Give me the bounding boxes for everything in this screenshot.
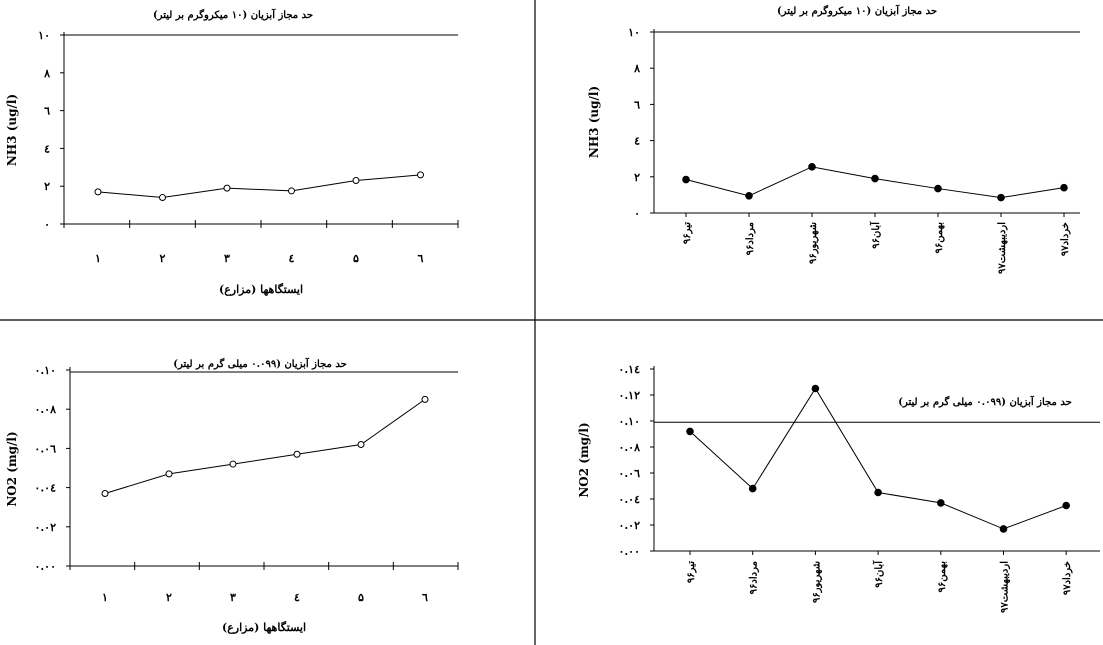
data-point [811,384,820,393]
y-tick-label: ۱۰ [628,26,640,39]
y-tick-label: ۰.۱۰ [618,415,640,428]
data-point [229,460,237,468]
data-point [293,450,301,458]
y-tick-label: ۲ [634,171,640,184]
data-point [421,395,429,403]
y-tick-label: ۰ [44,218,50,231]
x-tick-label: مرداد۹۶ [749,561,760,594]
x-tick-label: بهمن۹۶ [934,222,945,254]
y-tick-label: ٤ [634,135,640,148]
limit-line-label: حد مجاز آبزیان (۱۰ میکروگرم بر لیتر) [777,4,937,17]
data-point [999,525,1008,533]
x-tick-label: ٤ [294,591,300,604]
data-point [288,187,295,195]
series-line [689,387,1067,530]
x-tick-label: ٦ [418,252,424,265]
data-point [357,440,365,448]
x-tick-label: شهریور۹۶ [811,561,822,603]
data-point [1062,501,1070,510]
y-tick-label: ۸ [43,67,50,80]
y-tick-label: ۰.۰۰ [618,545,640,558]
limit-line-label: حد مجاز آبزیان (۱۰ میکروگرم بر لیتر) [153,8,313,21]
y-tick-label: ٦ [634,98,640,111]
chart-panel-top-left: ۰ ۲ ٤ ٦ ۸ ۱۰ ۱ ۲ ۳ ٤ ۵ ٦ حد مجاز آبزیان (۱۰ میکروگرم… [5,8,459,296]
x-tick-label: بهمن۹۶ [937,561,948,593]
data-point [682,175,690,184]
data-point [417,171,424,179]
data-point [745,192,753,200]
data-point [101,489,109,497]
x-tick-label: اردیبهشت۹۷ [997,222,1008,274]
data-point [1060,183,1068,192]
y-tick-label: ٦ [44,105,50,118]
y-axis-label: NO2 (mg/l) [5,431,19,506]
y-tick-label: ۰.۰٤ [618,493,640,506]
x-tick-label: ۲ [166,591,172,604]
x-tick-label: ۵ [358,591,364,604]
y-tick-label: ۰.۰۲ [618,519,640,532]
x-tick-label: ۲ [160,252,166,265]
x-tick-label: خرداد۹۷ [1062,561,1073,595]
chart-panel-bottom-right: ۰.۰۰ ۰.۰۲ ۰.۰٤ ۰.۰٦ ۰.۰۸ ۰.۱۰ ۰.۱۲ ۰.۱٤ تیر۹۶ مرد… [577,363,1100,613]
y-tick-label: ۰.۰٦ [618,467,640,480]
x-tick-label: ۳ [230,591,236,604]
y-tick-label: ۰.۰۲ [34,521,56,534]
data-point [874,488,882,497]
y-axis-label: NO2 (mg/l) [577,422,591,497]
data-point [748,484,757,493]
x-tick-label: ۱ [102,591,108,604]
y-tick-label: ۰.۰۸ [618,441,640,454]
x-tick-label: مرداد۹۶ [745,222,756,255]
data-point [934,184,942,193]
data-point [686,427,694,436]
y-tick-label: ۰.۰۸ [34,403,56,416]
y-tick-label: ۲ [44,180,50,193]
y-tick-label: ۰.۰٦ [34,442,56,455]
chart-panel-bottom-left: ۰.۰۰ ۰.۰۲ ۰.۰٤ ۰.۰٦ ۰.۰۸ ۰.۱۰ ۱ ۲ ۳ ٤ ۵ ٦ حد مجاز آب… [5,357,459,634]
x-tick-label: آبان۹۶ [869,221,882,249]
x-tick-label: شهریور۹۶ [808,222,819,264]
y-axis-label: NH3 (ug/l) [5,94,19,166]
y-tick-label: ۱۰ [38,29,50,42]
x-tick-label: آبان۹۶ [872,560,885,588]
x-axis-label: ایستگاهها (مزارع) [219,282,303,296]
y-axis-label: NH3 (ug/l) [587,86,601,158]
data-point [223,184,231,192]
x-tick-label: اردیبهشت۹۷ [1000,561,1011,613]
x-tick-label: ۱ [95,252,101,265]
y-tick-label: ۰.۱۲ [618,389,640,402]
x-axis-label: ایستگاهها (مزارع) [222,620,306,634]
x-tick-label: خرداد۹۷ [1060,222,1071,256]
data-point [937,499,945,507]
y-tick-label: ٤ [44,142,50,155]
x-tick-label: تیر۹۶ [682,222,693,244]
y-tick-label: ۸ [633,62,640,75]
x-tick-label: ٦ [422,591,428,604]
y-tick-label: ۰.۱۰ [34,364,56,377]
chart-panel-top-right: ۰ ۲ ٤ ٦ ۸ ۱۰ تیر۹۶ مرداد۹۶ شهریور۹۶ آبان۹۶ بهمن۹۶ ا… [587,4,1080,274]
limit-line-label: حد مجاز آبزیان (۰.۰۹۹ میلی گرم بر لیتر) [898,395,1072,408]
data-point [94,188,102,196]
x-tick-label: تیر۹۶ [686,561,697,583]
data-point [808,163,816,171]
series-line [104,398,426,494]
data-point [159,194,166,202]
data-point [165,470,173,478]
data-point [352,177,360,185]
x-tick-label: ٤ [289,252,295,265]
data-point [871,174,879,183]
x-tick-label: ۳ [224,252,230,265]
y-tick-label: ۰ [634,207,640,220]
y-tick-label: ۰.۰٤ [34,482,56,495]
y-tick-label: ۰.۰۰ [34,560,56,573]
data-point [997,193,1005,202]
x-tick-label: ۵ [353,252,359,265]
y-tick-label: ۰.۱٤ [618,363,640,376]
limit-line-label: حد مجاز آبزیان (۰.۰۹۹ میلی گرم بر لیتر) [173,357,347,370]
series-line [97,174,421,199]
